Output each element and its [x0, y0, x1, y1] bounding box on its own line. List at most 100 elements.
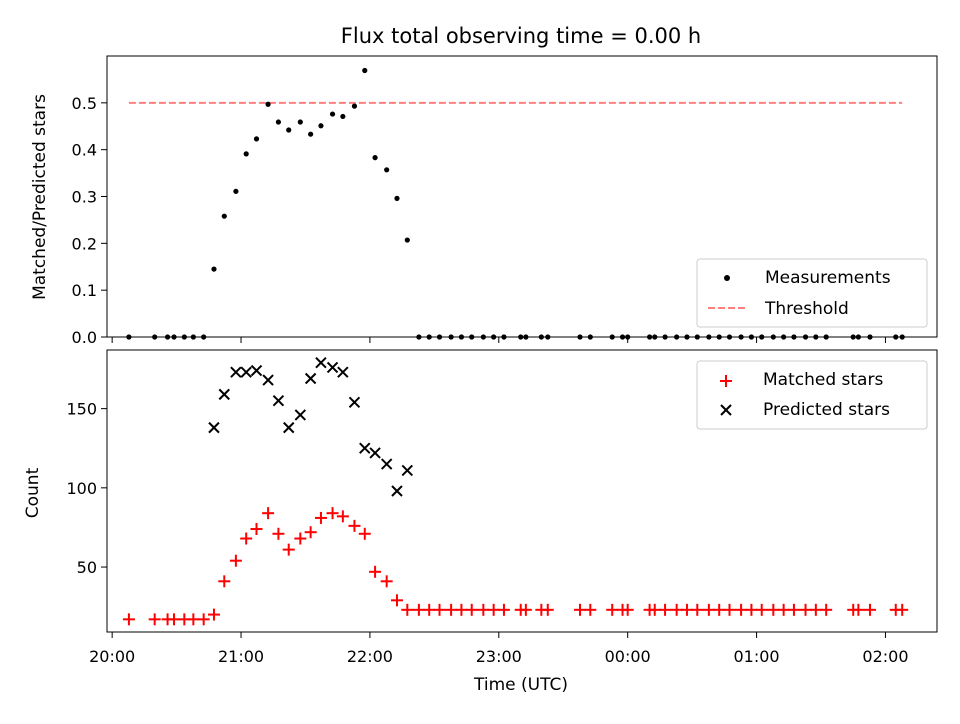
bottom-axes-frame: [106, 349, 938, 633]
matched-star-point: [314, 511, 327, 524]
measurement-point: [394, 195, 400, 201]
matched-star-point: [294, 532, 307, 545]
top-y-axis-label: Matched/Predicted stars: [30, 94, 50, 300]
matched-star-point: [573, 603, 586, 616]
matched-star-point: [390, 594, 403, 607]
matched-star-point: [229, 554, 242, 567]
matched-star-point: [168, 613, 181, 626]
measurement-point: [275, 119, 282, 125]
bottom-y-tick-label: 150: [66, 400, 97, 419]
matched-star-point: [250, 523, 263, 536]
top-y-tick-label: 0.0: [72, 328, 97, 347]
bottom-plot-area: [122, 356, 909, 626]
predicted-star-point: [401, 464, 414, 477]
x-tick-label: 01:00: [734, 647, 780, 666]
top-y-tick-label: 0.3: [72, 188, 97, 207]
x-tick-label: 22:00: [347, 647, 393, 666]
bottom-y-axis-label: Count: [23, 467, 43, 518]
matched-star-point: [745, 603, 758, 616]
predicted-star-point: [380, 458, 393, 470]
matched-star-point: [187, 613, 200, 626]
measurement-point: [253, 136, 260, 142]
top-x-axis-ticks: [111, 337, 886, 343]
predicted-star-point: [348, 396, 361, 408]
measurement-point: [404, 237, 410, 243]
top-y-tick-label: 0.4: [72, 141, 97, 160]
matched-star-point: [584, 603, 597, 616]
matched-star-point: [541, 603, 554, 616]
matched-star-point: [487, 603, 500, 616]
matched-star-point: [336, 510, 349, 523]
legend-measurements-marker: [724, 275, 730, 281]
matched-star-point: [326, 507, 339, 520]
matched-star-point: [767, 603, 780, 616]
matched-star-point: [691, 603, 704, 616]
measurement-point: [340, 113, 346, 120]
x-axis-label: Time (UTC): [473, 675, 568, 695]
legend-predicted-label: Predicted stars: [763, 400, 890, 420]
bottom-y-axis: 50 100 150: [66, 400, 107, 577]
matched-star-point: [670, 603, 683, 616]
x-tick-label: 02:00: [862, 647, 908, 666]
predicted-star-point: [391, 485, 403, 497]
matched-star-point: [820, 603, 833, 616]
matched-star-point: [755, 603, 768, 616]
predicted-star-point: [240, 366, 252, 378]
matched-star-point: [648, 603, 661, 616]
matched-star-point: [369, 565, 382, 578]
matched-star-point: [777, 603, 790, 616]
matched-star-point: [304, 526, 317, 539]
matched-star-point: [197, 613, 210, 626]
matched-star-point: [445, 603, 458, 616]
matched-star-point: [358, 527, 371, 540]
predicted-star-point: [369, 447, 381, 459]
top-y-tick-label: 0.5: [72, 94, 97, 113]
predicted-star-point: [294, 409, 307, 421]
matched-star-point: [863, 603, 876, 616]
matched-star-point: [723, 603, 736, 616]
bottom-legend-frame: [696, 360, 928, 430]
legend-predicted-marker: [720, 404, 732, 416]
legend-threshold-label: Threshold: [764, 299, 849, 319]
measurement-point: [286, 127, 292, 133]
matched-star-point: [272, 527, 285, 540]
top-y-tick-label: 0.2: [72, 234, 97, 253]
matched-star-point: [380, 575, 393, 588]
matched-star-point: [497, 603, 510, 616]
measurement-point: [329, 111, 336, 117]
matched-star-point: [207, 608, 220, 621]
matched-star-point: [240, 532, 253, 545]
measurement-point: [243, 151, 249, 157]
predicted-star-point: [272, 394, 285, 407]
predicted-star-point: [230, 366, 242, 378]
measurement-point: [233, 188, 239, 194]
predicted-star-point: [304, 372, 317, 385]
matched-star-point: [477, 603, 490, 616]
matched-star-point: [218, 575, 231, 588]
bottom-y-tick-label: 100: [66, 479, 97, 498]
measurement-point: [351, 103, 358, 109]
predicted-star-point: [283, 421, 295, 434]
measurement-point: [297, 119, 303, 125]
top-y-tick-label: 0.1: [72, 281, 97, 300]
matched-star-point: [799, 603, 812, 616]
predicted-star-point: [359, 442, 371, 454]
x-tick-label: 00:00: [605, 647, 651, 666]
measurement-point: [211, 266, 217, 272]
matched-star-point: [455, 603, 468, 616]
measurement-point: [318, 123, 324, 129]
matched-star-point: [465, 603, 478, 616]
x-tick-label: 20:00: [89, 647, 135, 666]
measurement-point: [372, 155, 378, 161]
predicted-star-point: [337, 366, 349, 378]
matched-star-point: [282, 543, 295, 556]
top-legend-frame: [696, 258, 928, 328]
measurement-point: [221, 213, 227, 219]
chart-title: Flux total observing time = 0.00 h: [341, 24, 701, 48]
x-tick-label: 23:00: [476, 647, 522, 666]
legend-matched-label: Matched stars: [763, 370, 883, 390]
predicted-star-point: [250, 364, 263, 377]
matched-star-point: [680, 603, 693, 616]
